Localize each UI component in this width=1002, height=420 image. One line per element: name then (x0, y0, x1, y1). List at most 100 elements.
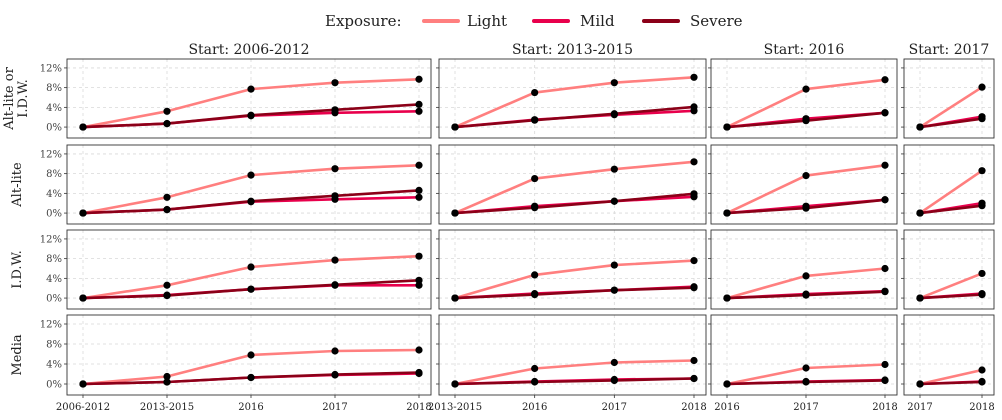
data-point-light (690, 257, 698, 265)
data-point-light (415, 75, 423, 83)
panel-frame (710, 58, 898, 139)
panel-frame (903, 314, 995, 396)
data-point-light (331, 165, 339, 173)
data-point-severe (531, 291, 539, 299)
data-point-light (163, 107, 171, 115)
data-point-severe (331, 370, 339, 379)
row-label-1: Alt-lite (10, 162, 25, 208)
panel-frame (438, 314, 707, 396)
y-tick-label: 4% (46, 103, 62, 114)
data-point-severe (916, 380, 924, 388)
data-point-mild (415, 107, 423, 115)
panel-r0-c1 (436, 58, 707, 139)
data-point-light (881, 264, 889, 273)
panel-r3-c3: 2017 2018 (901, 314, 995, 413)
y-tick-label: 8% (46, 254, 62, 265)
series-line-severe (454, 192, 695, 215)
data-point-severe (802, 291, 810, 299)
panel-frame (903, 144, 995, 225)
series-line-severe (919, 293, 983, 300)
data-point-light (247, 171, 255, 179)
y-tick-label: 0% (46, 294, 62, 305)
y-tick-label: 4% (46, 274, 62, 285)
data-point-light (802, 172, 810, 180)
data-point-light (690, 73, 698, 81)
series-line-light (454, 359, 695, 386)
x-tick-label: 2013-2015 (140, 402, 194, 413)
data-point-severe (690, 374, 698, 383)
panel-r1-c3 (901, 144, 995, 225)
panel-frame (66, 144, 432, 225)
data-point-severe (690, 103, 698, 111)
y-tick-label: 12% (40, 234, 62, 245)
data-point-light (802, 85, 810, 93)
x-tick-label: 2017 (322, 402, 347, 413)
data-point-severe (415, 276, 423, 284)
x-tick-label: 2018 (969, 402, 994, 413)
series-line-light (454, 160, 695, 215)
data-point-severe (978, 115, 986, 123)
data-point-severe (163, 206, 171, 214)
data-point-severe (723, 294, 731, 302)
panel-r1-c1 (436, 144, 707, 225)
data-point-light (802, 364, 810, 372)
data-point-severe (415, 100, 423, 108)
data-point-severe (881, 196, 889, 204)
data-point-severe (802, 117, 810, 125)
panel-r2-c2 (708, 229, 898, 310)
series-line-light (919, 272, 983, 300)
row-label-2: I.D.W. (10, 250, 25, 289)
data-point-severe (247, 197, 255, 205)
data-point-light (247, 263, 255, 271)
data-point-light (331, 79, 339, 87)
data-point-severe (881, 109, 889, 117)
panel-frame (438, 144, 707, 225)
data-point-light (163, 281, 171, 289)
panel-frame (710, 229, 898, 310)
data-point-light (163, 372, 171, 381)
column-title-2: Start: 2016 (764, 42, 845, 58)
x-tick-label: 2016 (238, 402, 263, 413)
data-point-severe (331, 281, 339, 289)
data-point-light (163, 193, 171, 201)
data-point-severe (451, 294, 459, 302)
data-point-light (881, 360, 889, 369)
y-tick-label: 8% (46, 340, 62, 351)
panel-r3-c0: 0% 4% 8% 12% 2006-2012 2013-2015 2016 2017 2018 (40, 314, 432, 413)
panel-frame (903, 229, 995, 310)
data-point-light (331, 347, 339, 355)
data-point-severe (79, 380, 87, 388)
data-point-light (881, 161, 889, 169)
data-point-severe (690, 284, 698, 292)
data-point-mild (415, 193, 423, 201)
data-point-severe (802, 378, 810, 386)
panel-frame (66, 314, 432, 396)
series-line-severe (454, 105, 695, 129)
data-point-severe (723, 123, 731, 131)
data-point-severe (531, 204, 539, 212)
series-line-severe (919, 380, 983, 386)
panel-frame (438, 229, 707, 310)
panel-frame (710, 314, 898, 396)
data-point-severe (802, 204, 810, 212)
panel-r2-c3 (901, 229, 995, 310)
y-tick-label: 8% (46, 169, 62, 180)
data-point-severe (451, 209, 459, 217)
data-point-light (610, 165, 618, 173)
data-point-severe (331, 106, 339, 114)
data-point-severe (331, 192, 339, 200)
data-point-severe (881, 288, 889, 296)
x-tick-label: 2013-2015 (428, 402, 482, 413)
data-point-light (531, 174, 539, 183)
series-line-severe (919, 204, 983, 215)
panel-r2-c0: 0% 4% 8% 12% (40, 229, 432, 310)
series-line-light (919, 368, 983, 386)
x-tick-label: 2017 (907, 402, 932, 413)
data-point-severe (610, 376, 618, 385)
series-line-light (919, 169, 983, 215)
data-point-severe (451, 380, 459, 388)
series-line-light (919, 86, 983, 129)
y-tick-label: 12% (40, 320, 62, 331)
column-title-3: Start: 2017 (909, 42, 990, 58)
data-point-light (415, 161, 423, 169)
